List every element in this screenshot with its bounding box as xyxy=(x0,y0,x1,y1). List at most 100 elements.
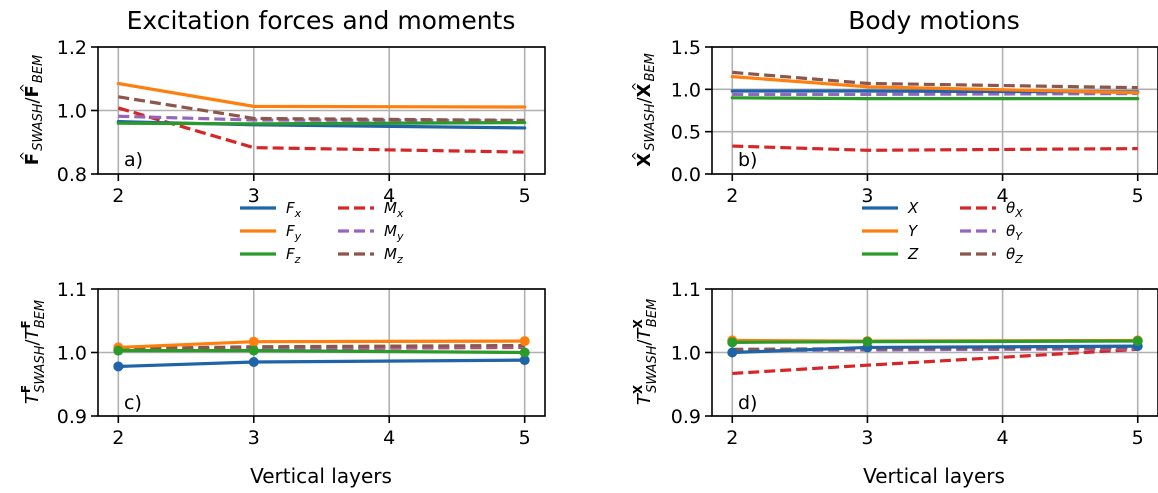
y-tick-label: 1.0 xyxy=(671,343,701,365)
x-tick-label: 4 xyxy=(997,185,1009,207)
x-tick-label: 2 xyxy=(726,427,738,449)
data-point-Fy xyxy=(248,336,259,347)
y-tick-label: 1.0 xyxy=(57,343,87,365)
panel-a-excitation-ratio: Excitation forces and moments 0.81.01.2 … xyxy=(18,6,546,266)
series-line-Z xyxy=(730,96,1140,101)
series-line-My xyxy=(118,114,525,123)
legend-entry-label: X xyxy=(907,199,919,217)
legend-entry-label: Mx xyxy=(384,199,404,220)
y-tick-label: 0.9 xyxy=(671,406,701,428)
x-tick-label: 5 xyxy=(1132,427,1144,449)
y-tick-label: 1.2 xyxy=(57,37,87,59)
data-point-Fx xyxy=(113,361,124,372)
series-line-Mz xyxy=(118,95,525,122)
x-ticks-c: 2 3 4 5 xyxy=(112,416,531,449)
data-point-Fz xyxy=(113,345,124,356)
grid-b xyxy=(712,46,1158,175)
data-point-Fx xyxy=(519,355,530,366)
legend-entry-label: My xyxy=(384,222,404,243)
panel-d-motion-period-ratio: 0.9 1.0 1.1 2 3 4 5 d) TXSWASH/TXBEM Vertical… xyxy=(631,279,1158,488)
data-point-Z xyxy=(862,336,873,347)
panel-label-d: d) xyxy=(738,392,757,414)
y-tick-label: 1.1 xyxy=(57,279,87,301)
x-tick-label: 4 xyxy=(997,427,1009,449)
panel-label-a: a) xyxy=(124,149,143,171)
y-axis-label-d: TXSWASH/TXBEM xyxy=(631,299,660,405)
y-ticks-a: 0.8 1.0 1.2 xyxy=(57,37,98,186)
panel-c-force-period-ratio: 0.9 1.0 1.1 2 3 4 5 c) TFSWASH/TFBEM Vertical… xyxy=(19,279,546,488)
legend-entry-label: Z xyxy=(907,245,919,263)
grid-a xyxy=(98,46,545,175)
x-tick-label: 3 xyxy=(861,185,873,207)
y-tick-label: 1.5 xyxy=(671,37,701,59)
data-point-X xyxy=(727,347,738,358)
series-line-Mx xyxy=(117,106,525,154)
panel-label-c: c) xyxy=(124,392,142,414)
y-ticks-b: 0.0 0.5 1.0 1.5 xyxy=(671,37,712,186)
data-point-Z xyxy=(727,337,738,348)
data-point-Fz xyxy=(519,347,530,358)
x-tick-label: 4 xyxy=(383,427,395,449)
legend-entry-label: Fz xyxy=(286,245,301,266)
legend-entry-label: Y xyxy=(908,222,919,240)
chart-title-a: Excitation forces and moments xyxy=(127,6,516,35)
y-tick-label: 0.0 xyxy=(671,164,701,186)
legend-entry-label: θX xyxy=(1006,199,1023,220)
y-ticks-c: 0.9 1.0 1.1 xyxy=(57,279,98,428)
x-tick-label: 2 xyxy=(112,185,124,207)
panel-label-b: b) xyxy=(738,149,757,171)
x-tick-label: 3 xyxy=(861,427,873,449)
y-tick-label: 1.1 xyxy=(671,279,701,301)
x-tick-label: 5 xyxy=(519,185,531,207)
series-line-θY xyxy=(732,91,1138,97)
y-tick-label: 0.5 xyxy=(671,122,701,144)
legend-entry-label: Fx xyxy=(286,199,302,220)
series-line-Z xyxy=(730,339,1140,344)
x-tick-label: 3 xyxy=(248,185,260,207)
legend-entry-label: θZ xyxy=(1006,245,1023,266)
series-line-Fy xyxy=(116,81,527,109)
x-tick-label: 3 xyxy=(248,427,260,449)
y-ticks-d: 0.9 1.0 1.1 xyxy=(671,279,712,428)
data-point-Fy xyxy=(519,336,530,347)
series-line-Y xyxy=(730,75,1140,95)
series-line-Fz xyxy=(116,120,527,126)
plot-frame-b xyxy=(711,46,1158,175)
y-tick-label: 0.8 xyxy=(57,164,87,186)
legend-entry-label: θY xyxy=(1006,222,1023,243)
series-layer-a xyxy=(116,81,527,154)
x-tick-label: 4 xyxy=(383,185,395,207)
series-line-Fx xyxy=(116,358,527,369)
x-tick-label: 2 xyxy=(726,185,738,207)
x-ticks-a: 2 3 4 5 xyxy=(112,174,531,207)
y-tick-label: 1.0 xyxy=(57,101,87,123)
legend-entry-label: Mz xyxy=(384,245,403,266)
chart-title-b: Body motions xyxy=(848,6,1020,35)
series-line-θX xyxy=(732,347,1138,376)
y-tick-label: 1.0 xyxy=(671,79,701,101)
y-tick-label: 0.9 xyxy=(57,406,87,428)
x-ticks-d: 2 3 4 5 xyxy=(726,416,1144,449)
y-axis-label-b: X^SWASH/X^BEM xyxy=(630,53,658,167)
y-axis-label-c: TFSWASH/TFBEM xyxy=(19,300,48,404)
series-layer-c xyxy=(113,336,530,372)
x-tick-label: 5 xyxy=(519,427,531,449)
series-layer-b xyxy=(730,70,1140,152)
legend-entry-label: Fy xyxy=(286,222,302,243)
data-point-Fz xyxy=(248,345,259,356)
x-tick-label: 5 xyxy=(1132,185,1144,207)
y-axis-label-a: F^SWASH/F^BEM xyxy=(18,55,46,166)
panel-b-motion-ratio: Body motions 0.0 0.5 1.0 1.5 2 3 4 5 b) X^SWAS… xyxy=(630,6,1158,266)
x-ticks-b: 2 3 4 5 xyxy=(726,174,1144,207)
x-tick-label: 2 xyxy=(112,427,124,449)
series-line-θZ xyxy=(732,70,1138,90)
x-axis-label-d: Vertical layers xyxy=(863,464,1005,488)
data-point-Fx xyxy=(248,357,259,368)
data-point-Z xyxy=(1132,336,1143,347)
series-line-θX xyxy=(732,144,1138,152)
x-axis-label-c: Vertical layers xyxy=(250,464,392,488)
series-layer-d xyxy=(727,335,1143,376)
